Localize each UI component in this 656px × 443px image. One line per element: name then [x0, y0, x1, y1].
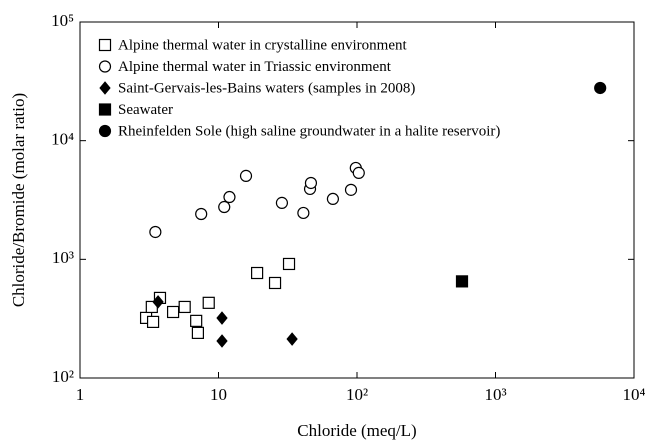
- marker-circle: [149, 225, 162, 239]
- marker-square: [455, 275, 469, 288]
- marker-square: [166, 305, 180, 319]
- marker-circle: [218, 200, 231, 214]
- marker-square: [190, 314, 203, 327]
- marker-square: [268, 276, 282, 290]
- marker-circle: [297, 206, 310, 220]
- marker-diamond: [286, 332, 298, 346]
- legend-marker: [98, 124, 112, 138]
- legend-marker: [99, 81, 111, 95]
- x-tick-label: 1: [76, 385, 85, 404]
- legend-label: Seawater: [118, 102, 173, 118]
- x-tick-label: 10: [210, 385, 227, 404]
- marker-circle: [326, 192, 340, 206]
- y-tick-label: 10²: [52, 367, 74, 386]
- legend-marker: [98, 60, 112, 73]
- marker-square: [146, 315, 160, 328]
- marker-circle: [304, 176, 318, 190]
- marker-square: [178, 300, 191, 314]
- plot-frame: [79, 21, 635, 379]
- marker-square: [202, 296, 215, 309]
- legend-marker: [98, 38, 112, 52]
- y-tick-label: 10⁵: [51, 11, 74, 30]
- x-axis-title: Chloride (meq/L): [297, 421, 416, 440]
- y-tick-label: 10³: [52, 248, 74, 267]
- marker-circle: [344, 183, 358, 196]
- legend-marker: [98, 103, 112, 116]
- x-tick-label: 10²: [346, 385, 368, 404]
- x-tick-label: 10³: [484, 385, 506, 404]
- marker-square: [282, 257, 296, 271]
- marker-circle: [594, 81, 607, 95]
- marker-circle: [239, 169, 253, 182]
- legend-label: Rheinfelden Sole (high saline groundwate…: [118, 123, 500, 139]
- marker-diamond: [216, 334, 228, 348]
- legend-label: Alpine thermal water in crystalline envi…: [118, 37, 407, 53]
- marker-circle: [275, 196, 289, 209]
- marker-square: [191, 326, 204, 339]
- y-axis-title: Chloride/Bromide (molar ratio): [9, 93, 28, 307]
- marker-diamond: [152, 295, 164, 309]
- marker-circle: [223, 190, 236, 204]
- legend-label: Saint-Gervais-les-Bains waters (samples …: [118, 80, 415, 96]
- y-tick-label: 10⁴: [51, 130, 74, 149]
- marker-diamond: [216, 311, 228, 325]
- marker-square: [251, 266, 264, 280]
- x-tick-label: 10⁴: [623, 385, 646, 404]
- legend-label: Alpine thermal water in Triassic environ…: [118, 59, 392, 75]
- marker-circle: [352, 166, 365, 180]
- marker-circle: [195, 207, 208, 221]
